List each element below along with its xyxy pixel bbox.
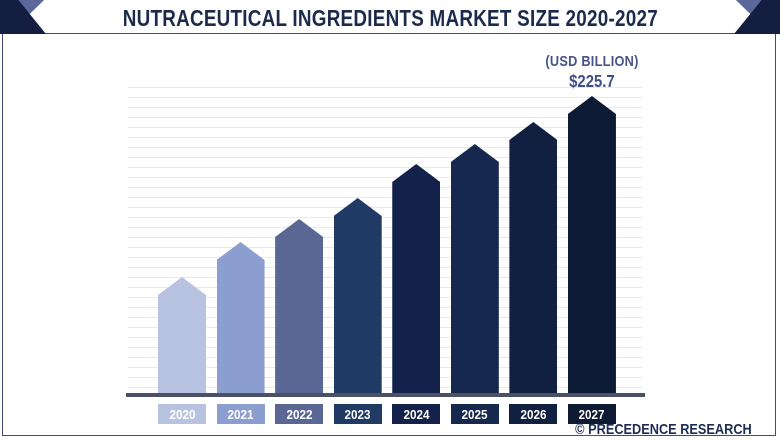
- year-label-text: 2022: [286, 406, 313, 422]
- x-axis-line: [126, 393, 645, 397]
- bar-2022: [275, 219, 324, 395]
- year-label-2027: 2027: [567, 404, 616, 424]
- year-label-text: 2026: [520, 406, 547, 422]
- chart-title-text: NUTRACEUTICAL INGREDIENTS MARKET SIZE 20…: [122, 5, 658, 31]
- bar-2027: [567, 96, 616, 395]
- year-label-2023: 2023: [333, 404, 382, 424]
- corner-ribbon-left: [0, 0, 46, 34]
- bar-2024: [392, 164, 441, 395]
- bar-2021: [216, 242, 265, 395]
- brand-watermark-text: © PRECEDENCE RESEARCH: [575, 421, 752, 438]
- year-label-2026: 2026: [509, 404, 558, 424]
- x-axis-category-labels: 2020 2021 2022 2023 2024 2025 2026 2027: [158, 404, 616, 424]
- bar-2023: [333, 198, 382, 395]
- year-label-text: 2027: [578, 406, 605, 422]
- year-label-text: 2023: [344, 406, 371, 422]
- year-label-text: 2020: [168, 406, 196, 422]
- year-label-2024: 2024: [392, 404, 441, 424]
- bar-2025: [450, 144, 499, 395]
- year-label-text: 2024: [403, 406, 430, 422]
- chart-title: NUTRACEUTICAL INGREDIENTS MARKET SIZE 20…: [0, 5, 780, 32]
- bar-2026: [509, 122, 558, 395]
- year-label-2020: 2020: [158, 404, 206, 424]
- year-label-2022: 2022: [275, 404, 324, 424]
- bar-2020: [158, 277, 206, 395]
- unit-label: (USD BILLION): [545, 53, 639, 70]
- peak-value-label: $225.7: [569, 71, 615, 91]
- value-annotation: (USD BILLION) $225.7: [537, 53, 647, 92]
- year-label-2021: 2021: [216, 404, 265, 424]
- bar-series: [158, 0, 616, 395]
- year-label-text: 2021: [227, 406, 254, 422]
- corner-ribbon-right: [734, 0, 780, 34]
- year-label-2025: 2025: [450, 404, 499, 424]
- year-label-text: 2025: [461, 406, 488, 422]
- brand-watermark: © PRECEDENCE RESEARCH: [544, 421, 752, 438]
